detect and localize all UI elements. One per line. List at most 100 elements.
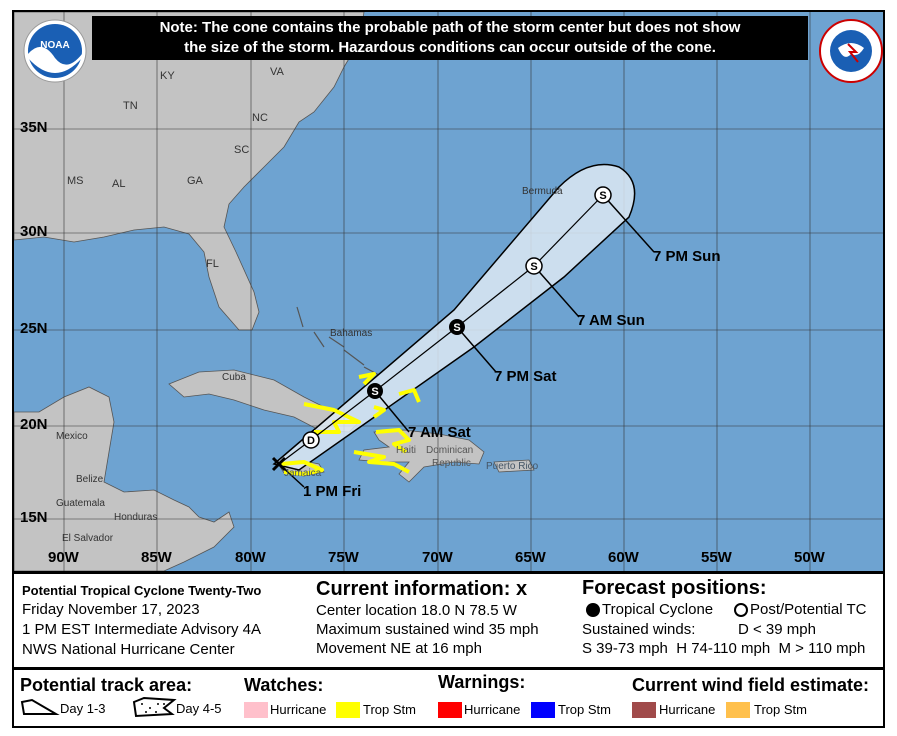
label-haiti: Haiti <box>396 445 417 456</box>
day4-5-cone-icon <box>132 696 177 718</box>
lon-label: 90W <box>48 549 79 566</box>
svg-text:NOAA: NOAA <box>40 40 69 51</box>
label-puerto-rico: Puerto Rico <box>486 461 539 472</box>
post-potential-circle-icon <box>734 603 748 617</box>
noaa-logo: NOAA <box>23 19 87 83</box>
trop-stm-wind-label: Trop Stm <box>754 702 807 717</box>
hurricane-warning-label: Hurricane <box>464 702 521 717</box>
forecast-point-d-icon: D <box>302 431 320 449</box>
advisory-number: 1 PM EST Intermediate Advisory 4A <box>22 621 261 638</box>
hurricane-wind-label: Hurricane <box>659 702 716 717</box>
trop-stm-watch-label: Trop Stm <box>363 702 416 717</box>
lon-label: 70W <box>422 549 453 566</box>
label-leaders <box>278 194 655 488</box>
map-canvas: D S S S S <box>14 12 883 571</box>
day1-3-cone-icon <box>20 698 60 715</box>
trop-stm-watch-swatch <box>336 702 360 718</box>
label-ky: KY <box>160 70 175 82</box>
svg-text:D: D <box>307 435 315 447</box>
label-ga: GA <box>187 175 203 187</box>
warnings-title: Warnings: <box>438 672 526 692</box>
hurricane-wind-swatch <box>632 702 656 718</box>
us-land <box>14 12 365 331</box>
hurricane-watch-swatch <box>244 702 268 718</box>
bahamas-land <box>296 306 380 376</box>
label-mexico: Mexico <box>56 431 88 442</box>
max-wind: Maximum sustained wind 35 mph <box>316 621 539 638</box>
forecast-cone-day1-3 <box>272 163 636 471</box>
lon-label: 60W <box>608 549 639 566</box>
info-panel: Potential Tropical Cyclone Twenty-Two Fr… <box>12 572 885 728</box>
track-area-title: Potential track area: <box>20 675 193 695</box>
lat-label: 20N <box>20 416 48 433</box>
track-label: 1 PM Fri <box>303 483 362 500</box>
lon-label: 55W <box>701 549 732 566</box>
label-al: AL <box>112 178 126 190</box>
lat-label: 25N <box>20 320 48 337</box>
lat-label: 15N <box>20 509 48 526</box>
forecast-map: D S S S S KY VA TN NC SC MS AL GA FL Ber… <box>12 10 885 573</box>
day4-5-label: Day 4-5 <box>176 701 222 716</box>
forecast-point-s-icon: S <box>449 319 465 335</box>
watches-title: Watches: <box>244 675 324 695</box>
svg-text:S: S <box>599 190 606 202</box>
issuing-center: NWS National Hurricane Center <box>22 641 235 658</box>
day1-3-label: Day 1-3 <box>60 701 106 716</box>
lon-label: 75W <box>328 549 359 566</box>
label-va: VA <box>270 66 284 78</box>
label-honduras: Honduras <box>114 512 158 523</box>
sustained-winds-label: Sustained winds: <box>582 621 696 638</box>
lon-label: 65W <box>515 549 546 566</box>
puerto-rico-land <box>493 459 535 473</box>
label-tn: TN <box>123 100 138 112</box>
current-info-title: Current information: x <box>316 578 528 600</box>
d-range: D < 39 mph <box>738 621 816 638</box>
forecast-point-s-icon: S <box>594 186 612 204</box>
trop-stm-wind-swatch <box>726 702 750 718</box>
label-el-salvador: El Salvador <box>62 533 114 544</box>
track-label: 7 PM Sat <box>494 368 557 385</box>
tropical-storm-watch-areas <box>280 372 421 476</box>
lon-label: 50W <box>794 549 825 566</box>
note-line-1: Note: The cone contains the probable pat… <box>159 19 741 36</box>
svg-text:S: S <box>453 322 460 334</box>
note-line-2: the size of the storm. Hazardous conditi… <box>184 39 716 56</box>
forecast-point-s-icon: S <box>525 257 543 275</box>
hurricane-warning-swatch <box>438 702 462 718</box>
panel-divider <box>14 667 883 670</box>
hurricane-watch-label: Hurricane <box>270 702 327 717</box>
lat-label: 35N <box>20 119 48 136</box>
label-bahamas: Bahamas <box>330 328 373 339</box>
center-location: Center location 18.0 N 78.5 W <box>316 602 517 619</box>
label-nc: NC <box>252 112 268 124</box>
lon-label: 80W <box>235 549 266 566</box>
label-ms: MS <box>67 175 84 187</box>
lon-label: 85W <box>141 549 172 566</box>
track-label: 7 AM Sun <box>577 312 645 329</box>
label-jamaica: Jamaica <box>284 468 322 479</box>
forecast-positions-title: Forecast positions: <box>582 577 767 599</box>
label-dominican: Dominican <box>426 445 474 456</box>
label-belize: Belize <box>76 474 104 485</box>
advisory-date: Friday November 17, 2023 <box>22 601 200 618</box>
forecast-point-s-icon: S <box>367 383 383 399</box>
trop-stm-warning-label: Trop Stm <box>558 702 611 717</box>
current-position-x-icon <box>271 456 287 472</box>
svg-text:S: S <box>371 386 378 398</box>
track-label: 7 AM Sat <box>408 424 471 441</box>
tropical-cyclone-label: Tropical Cyclone <box>602 601 714 618</box>
post-potential-label: Post/Potential TC <box>750 601 867 618</box>
hispaniola-land <box>358 429 485 483</box>
track-label: 7 PM Sun <box>653 248 721 265</box>
label-republic: Republic <box>432 458 471 469</box>
intensity-ranges: S 39-73 mph H 74-110 mph M > 110 mph <box>582 640 866 657</box>
storm-name: Potential Tropical Cyclone Twenty-Two <box>22 583 262 598</box>
label-bermuda: Bermuda <box>522 186 563 197</box>
lat-label: 30N <box>20 223 48 240</box>
trop-stm-warning-swatch <box>531 702 555 718</box>
svg-text:S: S <box>530 261 537 273</box>
label-sc: SC <box>234 144 250 156</box>
central-america-land <box>14 386 235 571</box>
label-fl: FL <box>206 258 219 270</box>
